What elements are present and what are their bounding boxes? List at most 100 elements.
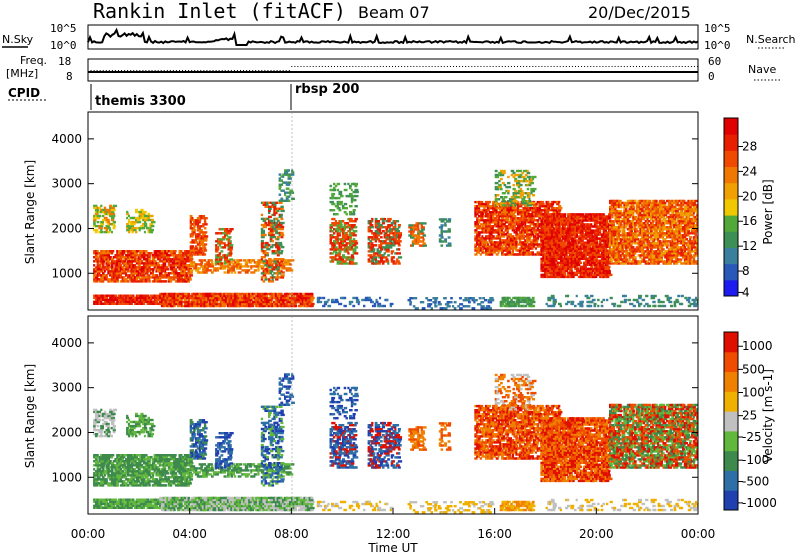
power-cell — [423, 242, 426, 244]
power-cell — [147, 295, 150, 297]
nave-point — [115, 70, 116, 71]
nave-point — [453, 66, 454, 67]
power-cell — [217, 246, 219, 248]
nave-point — [477, 66, 478, 67]
noise-right-tick-bottom: 10^0 — [704, 39, 731, 52]
nave-point — [291, 66, 292, 67]
nave-point — [554, 66, 555, 67]
power-cell — [353, 209, 356, 211]
power-cell — [204, 243, 207, 245]
power-cell — [291, 171, 294, 173]
power-cell — [279, 194, 282, 196]
nave-point — [441, 66, 442, 67]
nave-point — [395, 66, 396, 67]
nave-point — [237, 70, 238, 71]
nave-point — [496, 66, 497, 67]
power-cell — [109, 250, 111, 252]
nave-point — [404, 66, 405, 67]
power-cell — [481, 235, 483, 237]
power-cell — [389, 218, 392, 220]
noise-left-tick-bottom: 10^0 — [50, 39, 77, 52]
power-cell — [289, 267, 291, 269]
power-cell — [243, 269, 247, 271]
power-cell — [354, 246, 358, 248]
power-cell — [547, 201, 549, 203]
power-cell — [338, 191, 342, 193]
power-cell — [523, 170, 527, 172]
power-cell — [371, 218, 373, 220]
power-cell — [354, 183, 358, 185]
power-cell — [338, 232, 341, 234]
nave-point — [660, 66, 661, 67]
power-cell — [289, 177, 292, 179]
power-cell — [599, 266, 601, 268]
noise-sky-label: N.Sky — [2, 33, 34, 46]
power-cell — [398, 262, 401, 264]
nave-point — [654, 66, 655, 67]
power-cell — [300, 297, 302, 299]
nave-point — [615, 66, 616, 67]
power-cell — [520, 184, 523, 186]
power-cell — [254, 269, 257, 271]
power-cell — [166, 268, 169, 270]
nave-point — [526, 66, 527, 67]
power-cell — [478, 205, 482, 207]
power-cell — [507, 182, 510, 184]
power-cell — [527, 170, 529, 172]
nave-point — [648, 66, 649, 67]
power-cell — [286, 184, 291, 186]
cpid-label: CPID — [8, 86, 40, 100]
power-cell — [141, 250, 143, 252]
power-cell — [515, 241, 517, 243]
power-cell — [179, 250, 181, 252]
power-cell — [391, 222, 393, 224]
power-cell — [396, 220, 399, 222]
power-cell — [526, 219, 528, 221]
power-cell — [272, 240, 275, 242]
nave-point — [630, 66, 631, 67]
power-cell — [231, 271, 234, 273]
power-cell — [280, 214, 283, 216]
nave-point — [392, 66, 393, 67]
power-cell — [481, 203, 485, 205]
power-cell — [204, 247, 206, 249]
power-cell — [441, 244, 444, 246]
power-cell — [441, 230, 445, 232]
nave-point — [164, 70, 165, 71]
power-cell — [371, 258, 375, 260]
power-cell — [592, 213, 596, 215]
power-cell — [134, 264, 136, 266]
power-cell — [384, 218, 387, 220]
power-cell — [578, 246, 580, 248]
power-cell — [129, 260, 133, 262]
power-cell — [535, 229, 537, 231]
power-cell — [204, 235, 208, 237]
power-cell — [291, 198, 295, 200]
power-cell — [504, 170, 506, 172]
power-cell — [228, 236, 232, 238]
nave-point — [286, 70, 287, 71]
power-cell — [268, 258, 272, 260]
nave-point — [368, 66, 369, 67]
power-cell — [371, 256, 373, 258]
nave-point — [340, 66, 341, 67]
nave-point — [609, 66, 610, 67]
nave-point — [413, 66, 414, 67]
power-cell — [195, 241, 198, 243]
power-cell — [558, 205, 561, 207]
power-cell — [150, 297, 152, 299]
power-cell — [234, 271, 236, 273]
power-cell — [149, 215, 153, 217]
power-cell — [529, 204, 533, 206]
nave-point — [407, 66, 408, 67]
power-cell — [222, 246, 226, 248]
power-cell — [354, 234, 356, 236]
nave-point — [517, 66, 518, 67]
power-cell — [270, 236, 274, 238]
power-cell — [398, 256, 402, 258]
nave-point — [584, 66, 585, 67]
power-cell — [280, 198, 283, 200]
nave-point — [667, 66, 668, 67]
nave-point — [499, 66, 500, 67]
power-cell — [398, 248, 401, 250]
